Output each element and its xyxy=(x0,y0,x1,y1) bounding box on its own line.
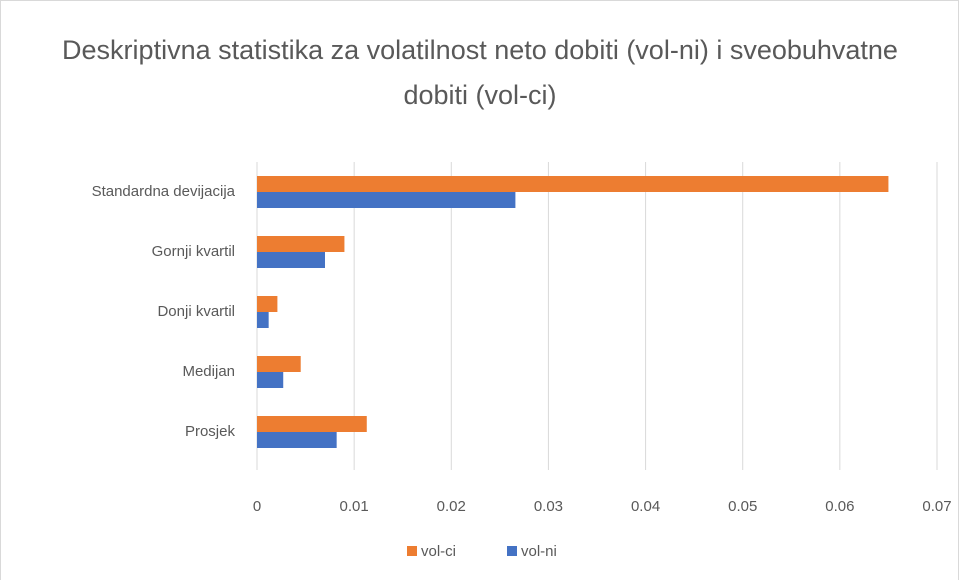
legend-swatch xyxy=(507,546,517,556)
x-tick-label: 0 xyxy=(253,498,261,515)
y-tick-label: Gornji kvartil xyxy=(152,243,235,260)
bar xyxy=(257,252,325,268)
x-tick-label: 0.01 xyxy=(340,498,369,515)
bar xyxy=(257,176,889,192)
y-tick-label: Standardna devijacija xyxy=(92,183,236,200)
bar xyxy=(257,312,269,328)
bar xyxy=(257,432,337,448)
chart-title: Deskriptivna statistika za volatilnost n… xyxy=(62,35,898,110)
x-tick-label: 0.05 xyxy=(728,498,757,515)
legend-swatch xyxy=(407,546,417,556)
y-tick-label: Medijan xyxy=(182,363,235,380)
bar xyxy=(257,236,345,252)
y-tick-label: Donji kvartil xyxy=(157,303,235,320)
x-tick-label: 0.06 xyxy=(825,498,854,515)
x-tick-label: 0.03 xyxy=(534,498,563,515)
bar xyxy=(257,192,516,208)
bar xyxy=(257,356,301,372)
bar xyxy=(257,372,284,388)
bar xyxy=(257,416,367,432)
x-tick-label: 0.02 xyxy=(437,498,466,515)
legend-label: vol-ni xyxy=(521,543,557,560)
legend-label: vol-ci xyxy=(421,543,456,560)
x-tick-label: 0.04 xyxy=(631,498,660,515)
bar xyxy=(257,296,278,312)
x-tick-label: 0.07 xyxy=(922,498,951,515)
y-tick-label: Prosjek xyxy=(185,423,236,440)
